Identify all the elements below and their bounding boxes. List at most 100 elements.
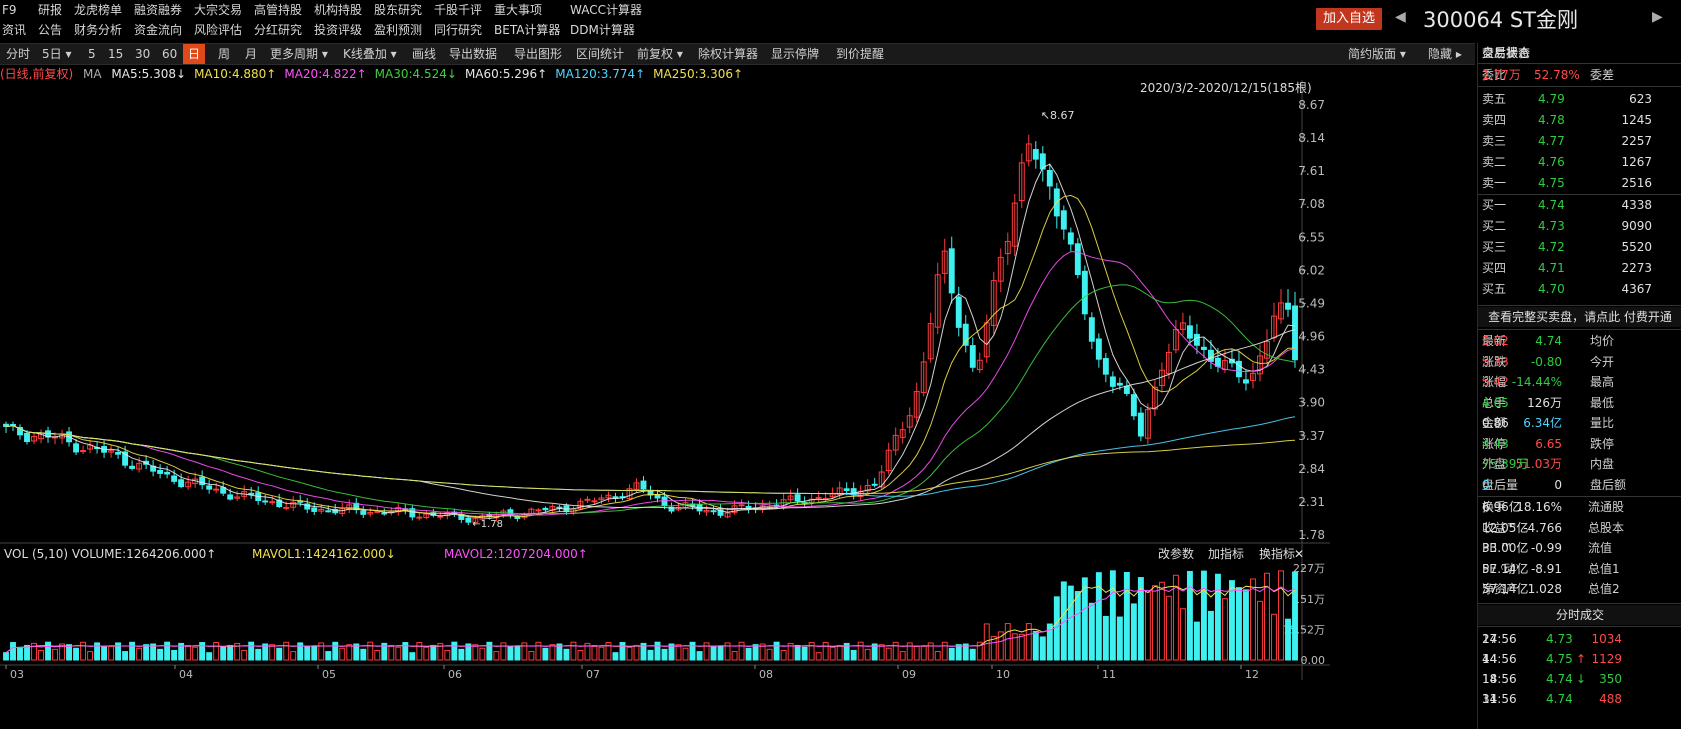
volume-bar [647,649,654,661]
toolbar-item-12[interactable]: 导出数据 [449,47,498,61]
moving-average-legend: (日线,前复权) MA MA5:5.308↓ MA10:4.880↑ MA20:4.… [0,66,757,82]
toolbar-item-16[interactable]: 除权计算器 [698,47,759,61]
toolbar-item-10[interactable]: K线叠加 ▾ [343,47,397,61]
tick-price: 4.74 [1546,672,1573,686]
nav-tab-r1-0[interactable]: F9 [2,3,17,17]
stat-label: 盘后量 [1482,477,1519,492]
volume-btn-2[interactable]: 换指标 [1259,546,1295,561]
toolbar-item-17[interactable]: 显示停牌 [771,47,820,61]
candle-body [864,484,871,492]
nav-tab-r2-3[interactable]: 资金流向 [134,23,183,37]
fund-label-2: 流通股 [1588,500,1625,514]
nav-tab-r2-4[interactable]: 风险评估 [194,23,243,37]
nav-tab-r2-1[interactable]: 公告 [38,23,63,37]
candle-body [661,496,668,507]
nav-tab-r1-7[interactable]: 股东研究 [374,3,423,17]
toolbar-item-4[interactable]: 30 [135,47,151,61]
volume-bar [108,645,115,661]
stat-label-2: 盘后额 [1590,477,1627,492]
nav-tab-r2-8[interactable]: 同行研究 [434,23,483,37]
tick-trades-title[interactable]: 分时成交 [1478,605,1681,625]
toolbar-item-18[interactable]: 到价提醒 [836,47,885,61]
nav-tab-r2-10[interactable]: DDM计算器 [570,23,635,37]
volume-tick-label: 151万 [1293,593,1325,606]
toolbar-right-1[interactable]: 隐藏 ▸ [1428,47,1462,61]
candle-body [738,504,745,507]
toolbar-item-9[interactable]: 更多周期 ▾ [270,47,328,61]
volume-bar [1109,570,1116,661]
tick-arrow: ↑ [1576,652,1587,666]
toolbar-item-0[interactable]: 分时 [6,47,31,61]
nav-tab-r2-0[interactable]: 资讯 [2,23,27,37]
candle-body [1004,240,1011,255]
toolbar-right-0[interactable]: 简约版面 ▾ [1348,47,1406,61]
volume-tick-label: 0.00 [1301,654,1326,667]
candle-body [990,280,997,326]
volume-bar [311,645,318,661]
candle-body [318,508,325,512]
nav-tab-r2-9[interactable]: BETA计算器 [494,23,561,37]
candle-body [1018,162,1025,202]
volume-btn-3[interactable]: ✕ [1294,547,1304,561]
nav-tab-r1-9[interactable]: 重大事项 [494,3,543,17]
ask-volume: 2516 [1621,176,1652,190]
volume-bar [1011,633,1018,661]
add-to-watchlist-button[interactable]: 加入自选 [1316,8,1382,30]
candle-body [535,509,542,512]
candle-body [675,506,682,511]
tick-row: 14:56 4.75 ↑ 1129 44 [1482,649,1678,669]
toolbar-item-13[interactable]: 导出图形 [514,47,563,61]
volume-bar [1095,572,1102,661]
nav-tab-r1-5[interactable]: 高管持股 [254,3,303,17]
candle-body [1074,243,1081,276]
toolbar-item-8[interactable]: 月 [245,47,258,61]
ask-price: 4.78 [1538,113,1565,127]
candle-body [640,480,647,490]
nav-tab-r2-5[interactable]: 分红研究 [254,23,303,37]
x-tick-label: 06 [448,668,462,681]
full-order-book-link[interactable]: 查看完整买卖盘，请点此 付费开通 [1478,307,1681,327]
volume-btn-0[interactable]: 改参数 [1158,546,1194,561]
volume-header: VOL (5,10) VOLUME:1264206.000↑ [4,547,216,561]
toolbar-item-7[interactable]: 周 [218,47,231,61]
nav-tab-r2-7[interactable]: 盈利预测 [374,23,423,37]
kline-chart[interactable]: 8.67 8.14 7.61 7.08 6.55 6.02 5.49 4.96 4.43 3.90… [0,80,1330,729]
volume-bar [948,647,955,661]
price-tick-label: 6.55 [1298,230,1325,244]
toolbar-item-11[interactable]: 画线 [412,47,437,61]
quote-panel: 交易状态 盘后撮合 委比 52.78% 委差 1.77万 卖五 4.79 623 卖四 4.78 12… [1477,43,1681,729]
bid-volume: 9090 [1621,219,1652,233]
nav-tab-r1-1[interactable]: 研报 [38,3,63,17]
toolbar-item-15[interactable]: 前复权 ▾ [637,47,683,61]
volume-bar [906,642,913,661]
candle-body [871,483,878,486]
stat-value: -0.80 [1530,354,1562,369]
volume-bar [1264,572,1270,661]
nav-tab-r1-2[interactable]: 龙虎榜单 [74,3,123,17]
toolbar-item-6[interactable]: 日 [183,44,206,64]
toolbar-item-3[interactable]: 15 [108,47,124,61]
ask-label: 卖三 [1482,134,1507,148]
toolbar-item-14[interactable]: 区间统计 [576,47,625,61]
toolbar-item-2[interactable]: 5 [88,47,96,61]
toolbar-item-1[interactable]: 5日 ▾ [42,47,72,61]
previous-stock-icon[interactable]: ◀ [1395,9,1406,25]
volume-bar [10,642,16,661]
volume-btn-1[interactable]: 加指标 [1208,546,1244,561]
bid-price: 4.72 [1538,240,1565,254]
volume-bar [1032,630,1039,661]
nav-tab-r1-4[interactable]: 大宗交易 [194,3,243,17]
nav-tab-r1-3[interactable]: 融资融券 [134,3,183,17]
next-stock-icon[interactable]: ▶ [1652,9,1663,25]
nav-tab-r1-10[interactable]: WACC计算器 [570,3,642,17]
nav-tab-r1-6[interactable]: 机构持股 [314,3,363,17]
nav-tab-r1-8[interactable]: 千股千评 [434,3,483,17]
nav-tab-r2-2[interactable]: 财务分析 [74,23,123,37]
volume-bar [423,646,430,661]
toolbar-item-5[interactable]: 60 [162,47,178,61]
nav-tab-r2-6[interactable]: 投资评级 [314,23,363,37]
volume-bar [717,645,724,661]
candle-body [668,506,675,512]
price-tick-label: 3.37 [1298,429,1325,443]
candle-body [1095,338,1102,360]
